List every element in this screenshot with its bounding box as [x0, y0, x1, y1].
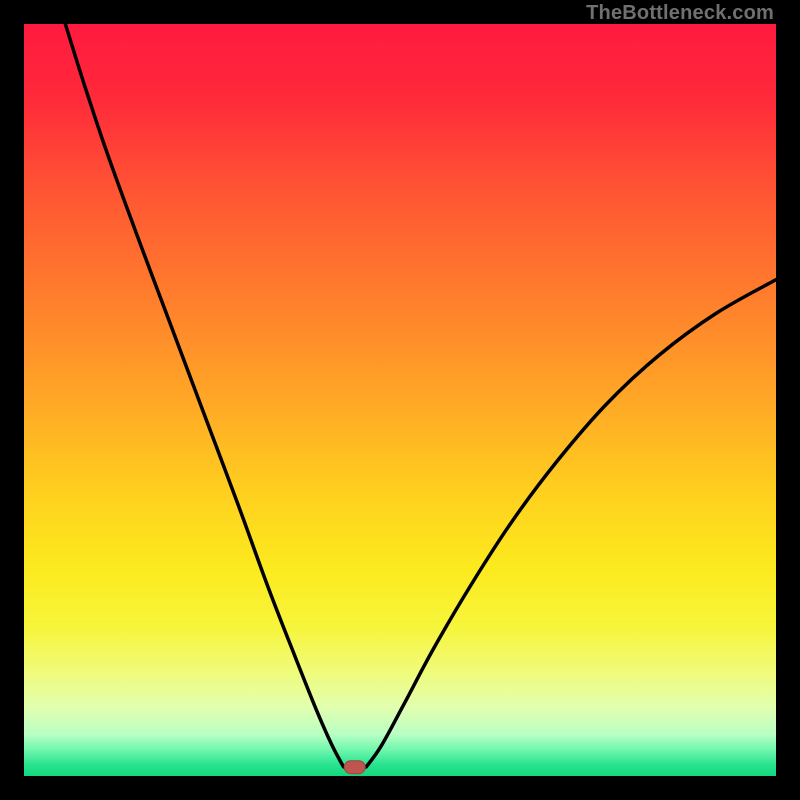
bottleneck-curve	[24, 24, 776, 776]
chart-frame: TheBottleneck.com	[0, 0, 800, 800]
watermark-text: TheBottleneck.com	[586, 2, 774, 25]
minimum-marker	[344, 760, 367, 774]
plot-area	[24, 24, 776, 776]
